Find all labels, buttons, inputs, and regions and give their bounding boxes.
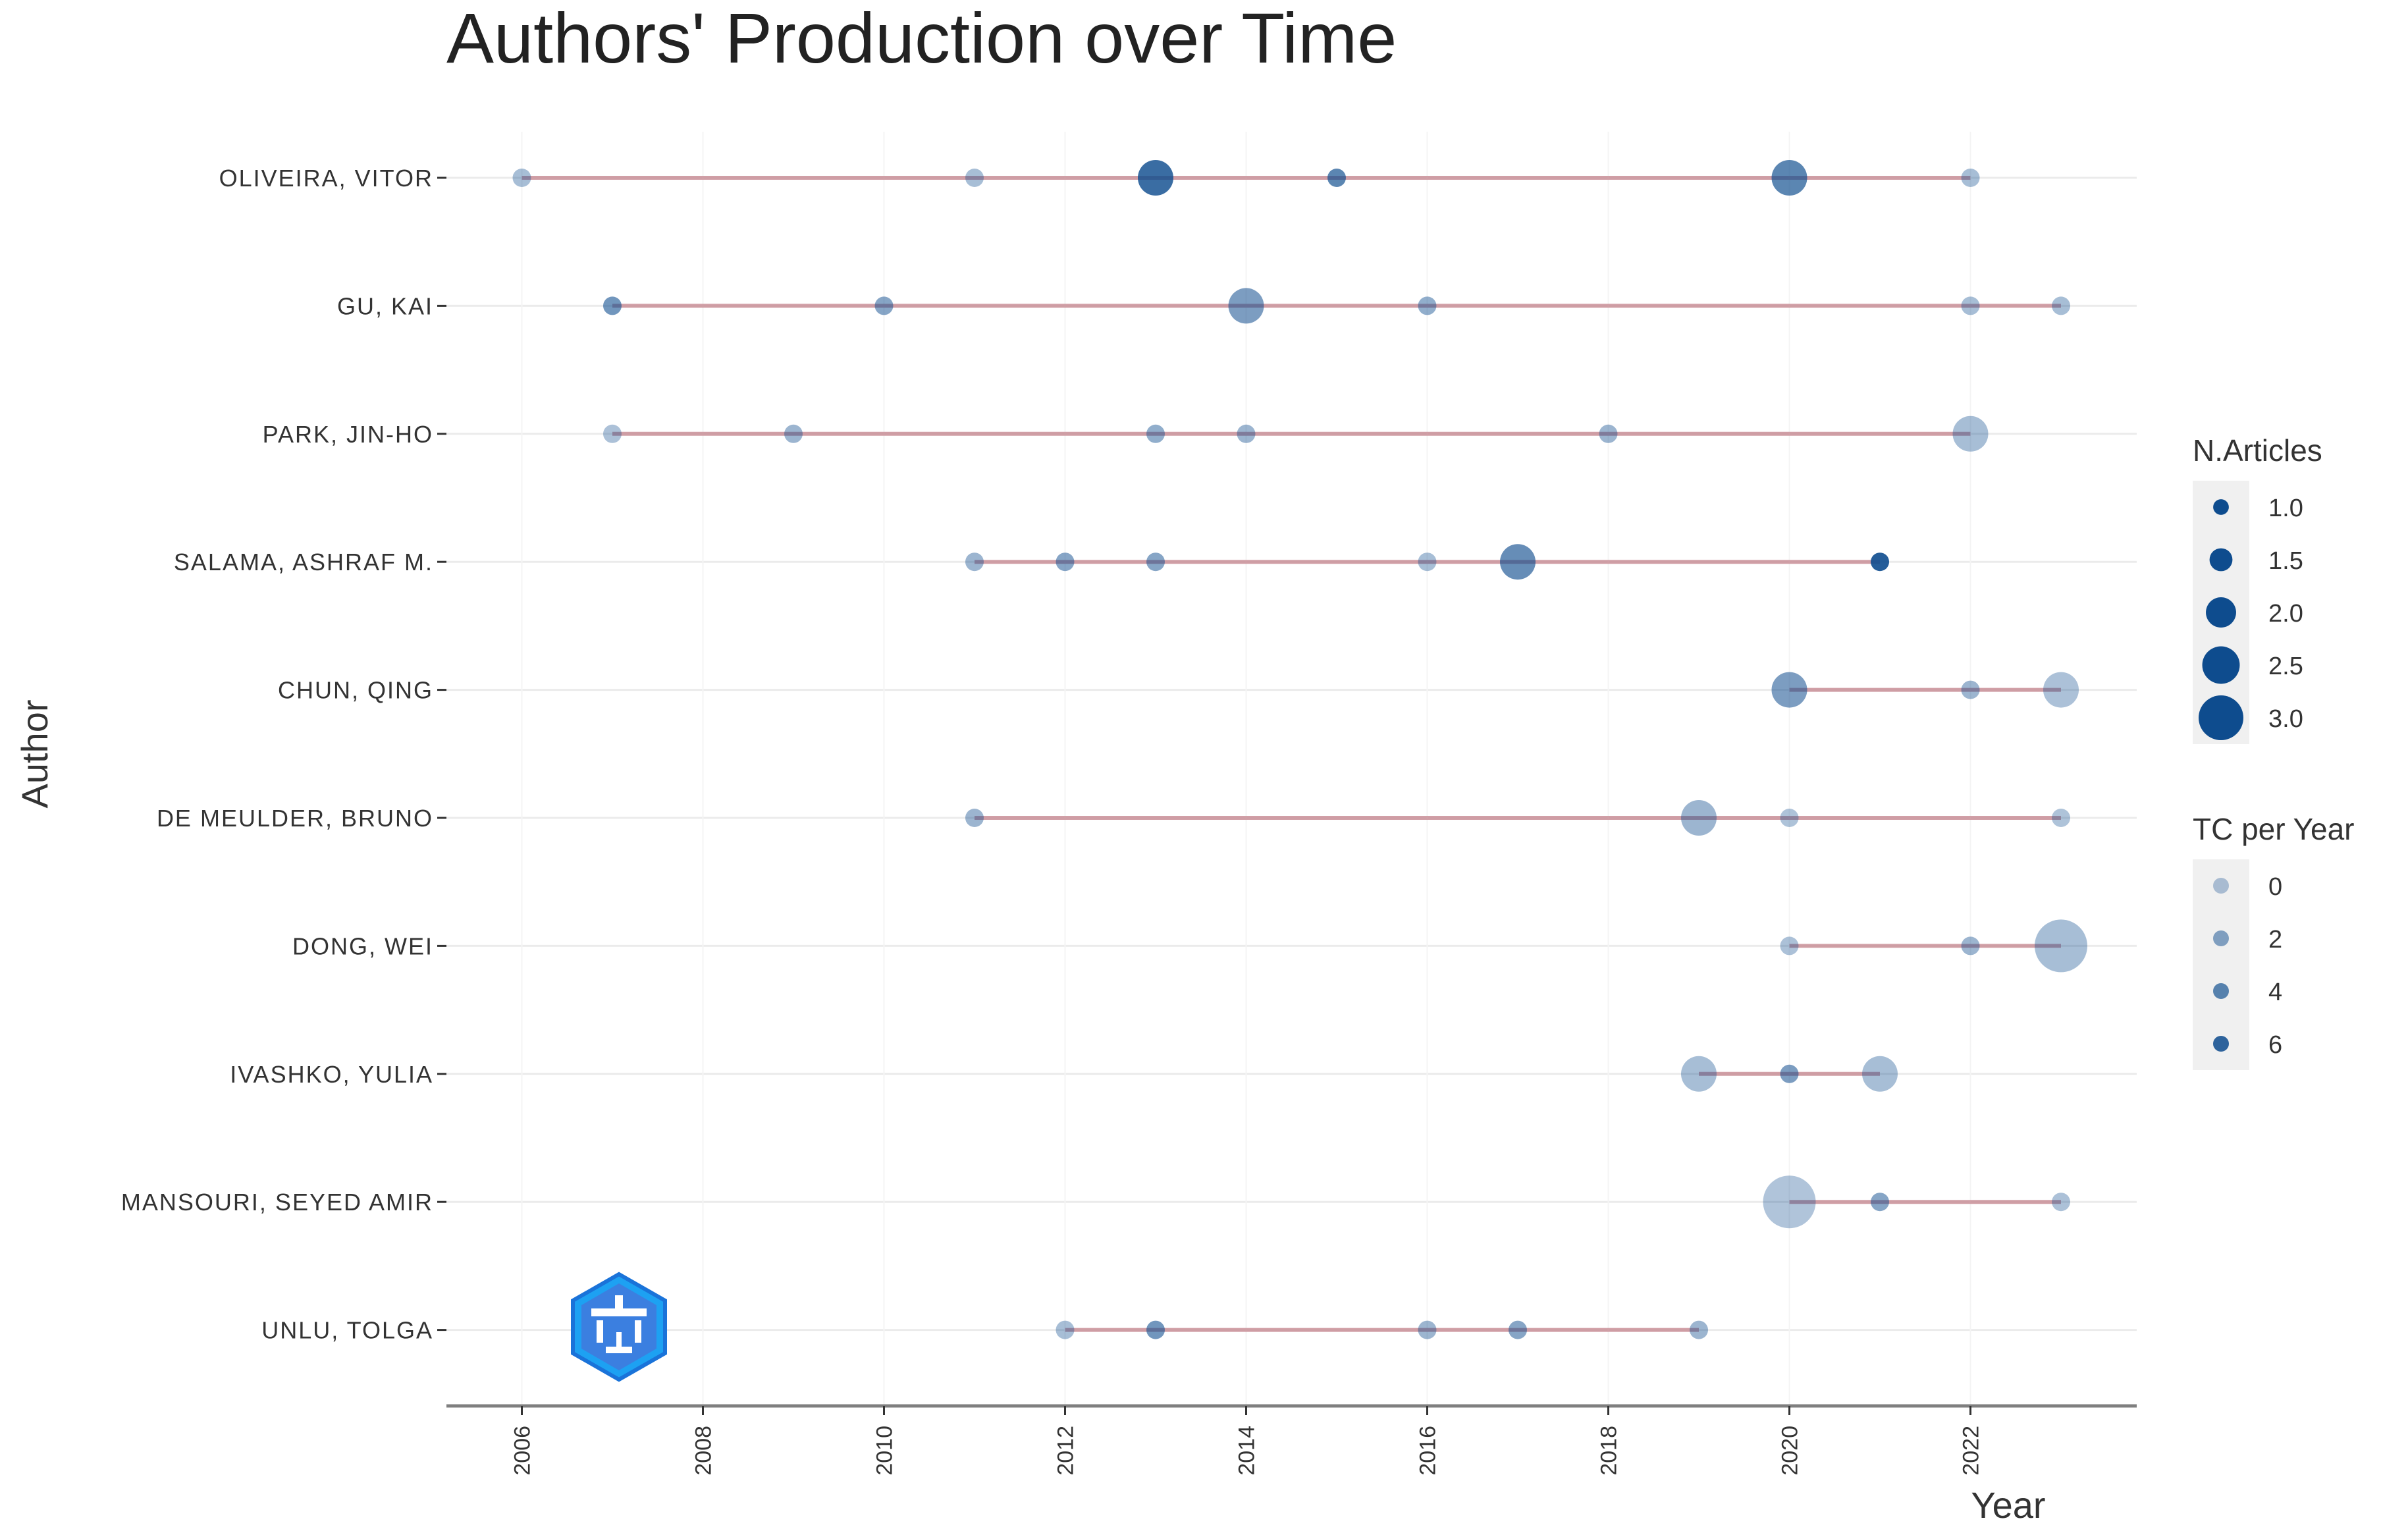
data-point — [965, 809, 984, 827]
legend-size-key — [2202, 646, 2240, 684]
data-point — [603, 296, 622, 315]
data-point — [1418, 1320, 1437, 1339]
hexagon-logo-icon — [571, 1272, 667, 1382]
data-point — [2043, 672, 2079, 708]
legend-label: 6 — [2268, 1031, 2282, 1059]
legend-n-articles: N.Articles 1.0 1.5 2.0 2.5 3.0 — [2193, 433, 2322, 744]
y-tick-label: IVASHKO, YULIA — [230, 1061, 433, 1088]
data-point — [1237, 424, 1256, 443]
data-point — [2052, 296, 2070, 315]
x-tick-label: 2020 — [1778, 1426, 1803, 1476]
author-timelines — [522, 176, 2061, 1332]
y-tick-label: DE MEULDER, BRUNO — [157, 805, 433, 832]
data-point — [1862, 1056, 1898, 1092]
x-axis: 2006 2008 2010 2012 2014 2016 2018 2020 2022 — [446, 1404, 2137, 1476]
data-point — [965, 169, 984, 187]
data-point — [1871, 1193, 1889, 1212]
data-point — [1690, 1320, 1708, 1339]
data-point — [603, 424, 622, 443]
data-point — [1228, 288, 1264, 324]
data-point — [1952, 416, 1989, 452]
data-point — [1146, 424, 1165, 443]
data-point — [1961, 680, 1980, 699]
data-point — [1771, 672, 1807, 708]
legend-opacity-key — [2213, 983, 2229, 999]
data-point — [1780, 1064, 1799, 1083]
x-axis-label: Year — [1971, 1484, 2045, 1526]
data-point — [1681, 1056, 1717, 1092]
legend-label: 1.5 — [2268, 547, 2303, 575]
x-tick-label: 2006 — [510, 1426, 535, 1476]
chart-title: Authors' Production over Time — [446, 0, 1397, 78]
legend-label: 4 — [2268, 979, 2282, 1006]
legend-title: TC per Year — [2193, 812, 2354, 846]
y-tick-label: CHUN, QING — [278, 677, 433, 704]
legend-label: 2 — [2268, 926, 2282, 954]
legend-tc-per-year: TC per Year 0 2 4 6 — [2193, 812, 2354, 1070]
data-point — [1418, 296, 1437, 315]
data-point — [512, 169, 531, 187]
data-point — [1146, 552, 1165, 572]
data-point — [1138, 160, 1173, 196]
legend-opacity-key — [2213, 1036, 2229, 1052]
x-tick-label: 2022 — [1959, 1426, 1984, 1476]
y-tick-label: MANSOURI, SEYED AMIR — [121, 1189, 433, 1216]
data-point — [1780, 936, 1799, 955]
x-tick-label: 2014 — [1235, 1426, 1260, 1476]
y-tick-label: PARK, JIN-HO — [263, 421, 433, 448]
gridlines — [446, 132, 2137, 1406]
y-tick-label: GU, KAI — [337, 292, 433, 319]
data-point — [1763, 1175, 1816, 1229]
data-point — [1418, 552, 1437, 572]
y-axis: OLIVEIRA, VITOR GU, KAI PARK, JIN-HO SALAMA… — [121, 165, 446, 1344]
data-point — [2035, 919, 2087, 973]
data-point — [1500, 544, 1536, 580]
data-points — [512, 160, 2087, 1339]
x-tick-label: 2012 — [1054, 1426, 1079, 1476]
legend-size-key — [2213, 499, 2229, 515]
data-point — [1771, 160, 1807, 196]
data-point — [1056, 552, 1075, 572]
legend-size-key — [2209, 548, 2233, 572]
legend-label: 2.0 — [2268, 600, 2303, 628]
data-point — [1599, 424, 1618, 443]
data-point — [1146, 1320, 1165, 1339]
data-point — [1327, 169, 1346, 187]
legend-title: N.Articles — [2193, 433, 2322, 468]
legend-label: 2.5 — [2268, 653, 2303, 680]
legend-size-key — [2199, 695, 2243, 740]
data-point — [1871, 552, 1889, 572]
x-tick-label: 2016 — [1416, 1426, 1441, 1476]
legend-size-key — [2206, 597, 2236, 628]
data-point — [1961, 296, 1980, 315]
data-point — [1961, 169, 1980, 187]
y-tick-label: DONG, WEI — [292, 932, 433, 959]
x-tick-label: 2018 — [1597, 1426, 1622, 1476]
x-tick-label: 2010 — [872, 1426, 897, 1476]
data-point — [1780, 809, 1799, 827]
data-point — [1509, 1320, 1527, 1339]
y-axis-label: Author — [14, 700, 55, 809]
data-point — [2052, 1193, 2070, 1212]
y-tick-label: SALAMA, ASHRAF M. — [174, 549, 433, 576]
legend-label: 1.0 — [2268, 495, 2303, 522]
data-point — [1056, 1320, 1075, 1339]
y-tick-label: UNLU, TOLGA — [261, 1317, 433, 1344]
y-tick-label: OLIVEIRA, VITOR — [219, 165, 433, 192]
legend-opacity-key — [2213, 930, 2229, 946]
data-point — [2052, 809, 2070, 827]
data-point — [1681, 800, 1717, 836]
data-point — [874, 296, 894, 315]
legend-opacity-key — [2213, 878, 2229, 894]
legend-label: 0 — [2268, 873, 2282, 901]
legend-label: 3.0 — [2268, 705, 2303, 733]
data-point — [1961, 936, 1980, 955]
data-point — [784, 424, 803, 443]
x-tick-label: 2008 — [691, 1426, 716, 1476]
data-point — [965, 552, 984, 572]
